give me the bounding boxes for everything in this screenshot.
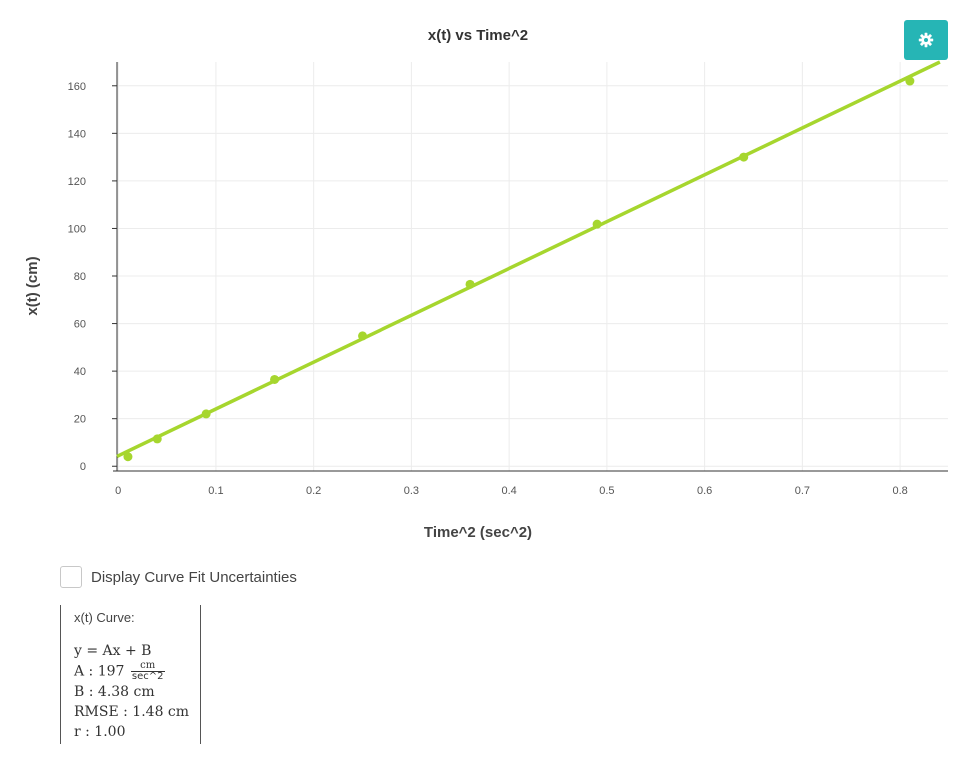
fit-rmse: RMSE : 1.48 cm <box>74 704 190 720</box>
fit-a-value: A : 197 <box>74 663 125 680</box>
y-tick-label: 140 <box>68 128 86 140</box>
chart-title: x(t) vs Time^2 <box>428 27 528 44</box>
y-tick-label: 40 <box>74 366 86 378</box>
x-tick-label: 0 <box>115 485 121 497</box>
data-point <box>152 434 162 444</box>
fit-a-unit-denominator: sec^2 <box>131 671 164 682</box>
x-tick-label: 0.3 <box>404 485 419 497</box>
y-tick-label: 60 <box>74 319 86 331</box>
x-tick-labels: 0 0.1 0.2 0.3 0.4 0.5 0.6 0.7 0.8 <box>115 485 908 497</box>
data-point <box>905 76 915 86</box>
x-tick-label: 0.8 <box>892 485 907 497</box>
curve-fit-title: x(t) Curve: <box>74 610 135 625</box>
gear-icon <box>918 32 934 48</box>
y-tick-label: 100 <box>68 223 86 235</box>
y-tick-labels: 0 20 40 60 80 100 120 140 160 <box>68 81 117 473</box>
x-tick-label: 0.1 <box>208 485 223 497</box>
data-point <box>592 219 602 229</box>
curve-fit-panel: x(t) Curve: y = Ax + B A : 197 cm sec^2 … <box>60 605 201 744</box>
data-point <box>739 152 749 162</box>
x-tick-label: 0.6 <box>697 485 712 497</box>
x-tick-label: 0.2 <box>306 485 321 497</box>
x-tick-label: 0.7 <box>795 485 810 497</box>
y-tick-label: 0 <box>80 461 86 473</box>
data-point <box>123 452 133 462</box>
grid <box>117 62 948 471</box>
fit-equation: y = Ax + B <box>74 643 152 659</box>
x-tick-label: 0.5 <box>599 485 614 497</box>
data-point <box>270 374 280 384</box>
y-axis-label: x(t) (cm) <box>24 256 41 315</box>
chart: 0 0.1 0.2 0.3 0.4 0.5 0.6 0.7 0.8 0 20 40 60 80 100 12… <box>24 27 948 541</box>
fit-a-unit: cm sec^2 <box>130 661 165 682</box>
data-points <box>123 76 915 462</box>
x-axis-label: Time^2 (sec^2) <box>424 524 532 541</box>
curve-fit-uncertainties-toggle[interactable]: Display Curve Fit Uncertainties <box>60 566 297 588</box>
data-point <box>358 331 368 341</box>
fit-a-unit-numerator: cm <box>130 661 165 672</box>
y-tick-label: 80 <box>74 271 86 283</box>
y-tick-label: 120 <box>68 176 86 188</box>
y-tick-label: 160 <box>68 81 86 93</box>
uncertainties-checkbox[interactable] <box>60 566 82 588</box>
fit-r: r : 1.00 <box>74 724 126 740</box>
fit-coefficient-a: A : 197 cm sec^2 <box>74 661 200 682</box>
fit-line-group <box>116 60 941 458</box>
data-point <box>201 409 211 419</box>
uncertainties-label: Display Curve Fit Uncertainties <box>91 568 297 586</box>
y-tick-label: 20 <box>74 414 86 426</box>
settings-button[interactable] <box>904 20 948 60</box>
axes <box>113 62 948 472</box>
data-point <box>465 279 475 289</box>
fit-line <box>116 60 941 458</box>
fit-coefficient-b: B : 4.38 cm <box>74 684 155 700</box>
x-tick-label: 0.4 <box>501 485 516 497</box>
